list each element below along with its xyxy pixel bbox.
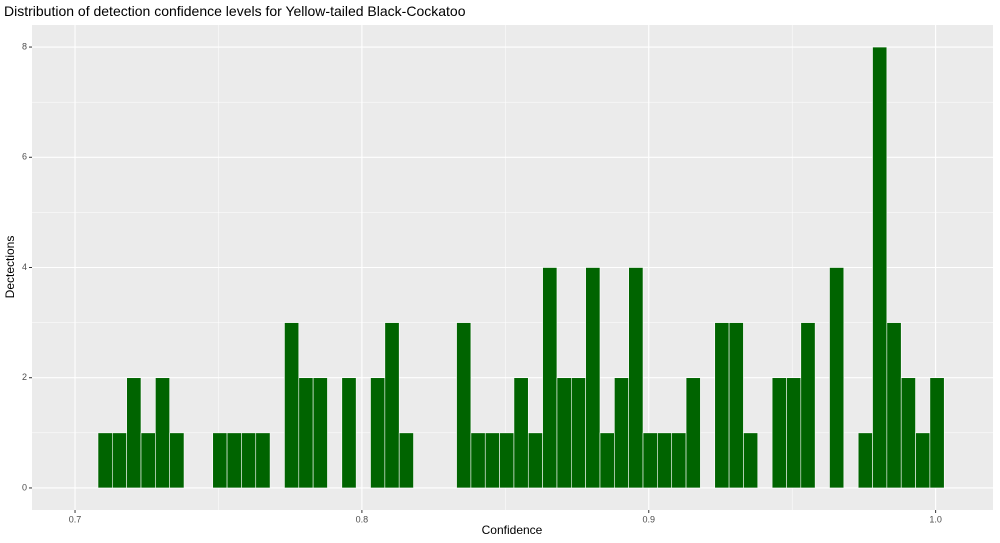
bar [542,267,558,489]
bar [728,322,744,489]
bar [599,432,615,489]
x-axis-title: Confidence [482,523,543,537]
bar [226,432,242,489]
bar [642,432,658,489]
bar [900,377,916,489]
bar [929,377,945,489]
bar [212,432,228,489]
bar [628,267,644,489]
bar [140,432,156,489]
x-tick-label: 0.9 [643,514,656,524]
bar [872,46,888,489]
y-tick-label: 2 [22,372,27,382]
bar [513,377,529,489]
bar [556,377,572,489]
bar [298,377,314,489]
bar [97,432,113,489]
bar [771,377,787,489]
bar [671,432,687,489]
bar [743,432,759,489]
bar [499,432,515,489]
bar [585,267,601,489]
bar [370,377,386,489]
bar [284,322,300,489]
bar [829,267,845,489]
y-tick-label: 0 [22,482,27,492]
bar [169,432,185,489]
bar [241,432,257,489]
bar [112,432,127,489]
bar [456,322,472,489]
x-tick-label: 0.7 [69,514,82,524]
bar [470,432,486,489]
bar [857,432,873,489]
bar [398,432,414,489]
x-tick-label: 0.8 [356,514,369,524]
bar [312,377,328,489]
bar [685,377,701,489]
bar [571,377,586,489]
y-tick-label: 4 [22,262,27,272]
bar [155,377,170,489]
bar [786,377,802,489]
y-tick-label: 6 [22,152,27,162]
bar [915,432,931,489]
y-tick-label: 8 [22,41,27,51]
bar [484,432,500,489]
bar [126,377,142,489]
bar [614,377,629,489]
x-tick-label: 1.0 [929,514,942,524]
chart-title: Distribution of detection confidence lev… [4,3,466,19]
y-axis-title: Dectections [3,236,17,299]
bar [657,432,673,489]
bar [800,322,816,489]
bar [255,432,271,489]
bar [527,432,543,489]
bar [714,322,730,489]
bar [341,377,357,489]
bar [384,322,400,489]
bar [886,322,902,489]
